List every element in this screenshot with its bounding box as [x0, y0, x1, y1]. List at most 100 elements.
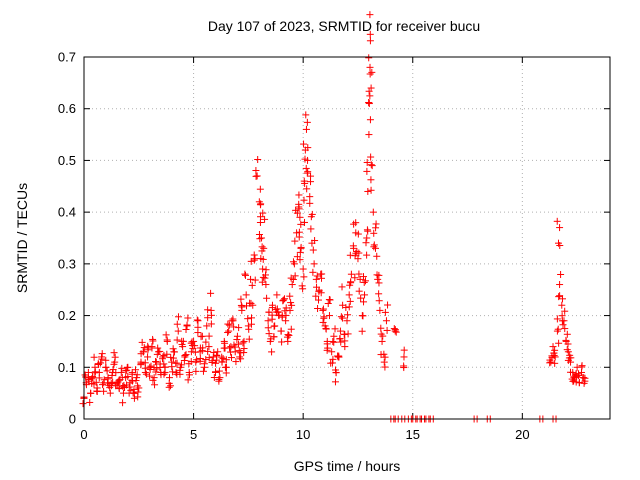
data-point [330, 338, 338, 346]
data-point [363, 251, 371, 259]
data-point [211, 368, 219, 376]
data-point [235, 347, 243, 355]
data-point [312, 275, 320, 283]
data-point [161, 363, 169, 371]
data-point [199, 344, 207, 352]
data-point [205, 343, 213, 351]
data-point [368, 162, 376, 170]
data-point [251, 276, 259, 284]
data-point [97, 359, 105, 367]
data-point [311, 237, 319, 245]
data-point [367, 161, 375, 169]
data-point [306, 193, 314, 201]
data-point [207, 320, 215, 328]
data-point [265, 330, 273, 338]
data-point [338, 314, 346, 322]
data-point [258, 278, 266, 286]
data-point [302, 125, 310, 133]
data-point [286, 292, 294, 300]
data-point [328, 348, 336, 356]
data-point [117, 368, 125, 376]
data-point [314, 305, 322, 313]
data-point [194, 317, 202, 325]
data-point [100, 376, 108, 384]
data-point [100, 387, 108, 395]
data-point [200, 360, 208, 368]
y-tick-label: 0.7 [58, 50, 76, 65]
data-point [185, 371, 193, 379]
data-point [322, 324, 330, 332]
data-point [207, 311, 215, 319]
data-point [221, 363, 229, 371]
data-point [92, 378, 100, 386]
data-point [183, 321, 191, 329]
data-point [268, 348, 276, 356]
data-point [192, 367, 200, 375]
data-point [212, 359, 220, 367]
axis-ticks: 0 0.1 0.2 0.3 0.4 0.5 0.6 0.7 0 5 10 15 20 [58, 50, 610, 442]
data-point [324, 300, 332, 308]
data-point [556, 224, 564, 232]
data-point [115, 376, 123, 384]
data-point [581, 377, 589, 385]
data-point [575, 370, 583, 378]
data-point [170, 348, 178, 356]
data-point [567, 354, 575, 362]
data-point [354, 255, 362, 263]
data-point [370, 229, 378, 237]
data-point [184, 376, 192, 384]
data-point [242, 271, 250, 279]
data-point [353, 247, 361, 255]
data-point [152, 358, 160, 366]
data-point [264, 324, 272, 332]
data-point [312, 292, 320, 300]
data-point [262, 266, 270, 274]
data-point [556, 242, 564, 250]
data-point [224, 320, 232, 328]
data-point [259, 265, 267, 273]
data-point [116, 376, 124, 384]
data-point [358, 327, 366, 335]
data-point [261, 215, 269, 223]
data-point [233, 332, 241, 340]
data-point [291, 237, 299, 245]
data-point [366, 92, 374, 100]
data-point [375, 290, 383, 298]
data-point [124, 373, 132, 381]
data-point [160, 351, 168, 359]
data-point [384, 301, 392, 309]
data-point [304, 144, 312, 152]
y-tick-label: 0.5 [58, 153, 76, 168]
data-point [310, 260, 318, 268]
data-point [306, 199, 314, 207]
data-point [146, 366, 154, 374]
data-point [363, 167, 371, 175]
data-point [228, 317, 236, 325]
data-point [551, 346, 559, 354]
data-point [178, 337, 186, 345]
data-point [362, 239, 370, 247]
data-point [344, 311, 352, 319]
data-point [295, 191, 303, 199]
data-point [307, 178, 315, 186]
data-point [204, 306, 212, 314]
data-point [295, 205, 303, 213]
data-point [301, 218, 309, 226]
data-point [225, 321, 233, 329]
data-point [282, 304, 290, 312]
data-point [329, 338, 337, 346]
data-point [366, 70, 374, 78]
data-point [98, 350, 106, 358]
grid-lines [84, 57, 610, 419]
data-point [345, 303, 353, 311]
data-point [237, 355, 245, 363]
data-point [259, 255, 267, 263]
data-point [303, 118, 311, 126]
data-point [85, 376, 93, 384]
data-point [330, 332, 338, 340]
data-point [562, 336, 570, 344]
data-point [256, 185, 264, 193]
data-point [375, 271, 383, 279]
data-point [367, 176, 375, 184]
